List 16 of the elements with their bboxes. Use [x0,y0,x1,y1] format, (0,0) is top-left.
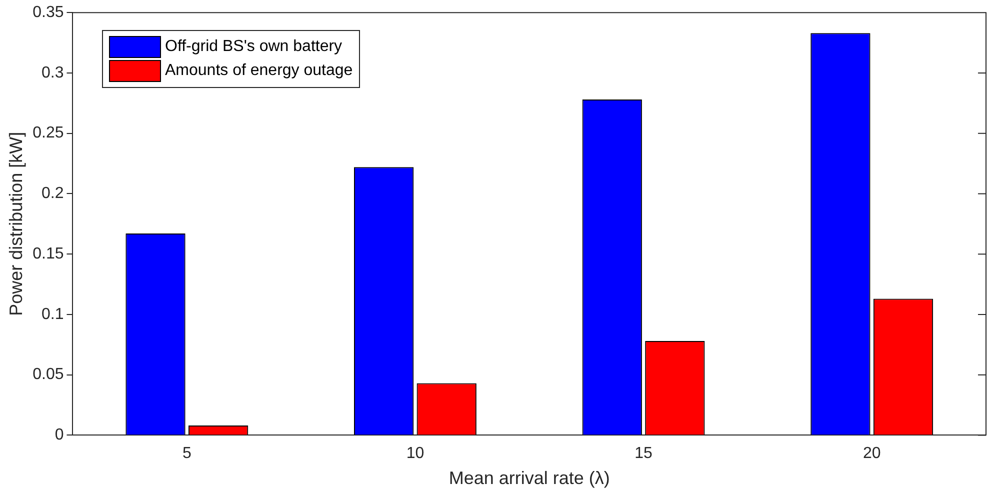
x-tick-label: 5 [182,445,192,462]
y-tick-label: 0.25 [32,124,64,142]
y-tick-label: 0.05 [32,366,64,384]
x-tick-label: 20 [862,445,881,462]
y-tick-label: 0.2 [41,185,64,202]
x-tick-label: 10 [406,445,424,462]
x-tick-label: 15 [634,445,653,462]
y-tick-label: 0.1 [41,306,64,323]
legend-label: Off-grid BS's own battery [165,38,342,56]
y-tick-label: 0.35 [32,4,64,22]
y-tick-label: 0 [54,426,64,444]
legend-label: Amounts of energy outage [165,62,353,80]
x-axis-title: Mean arrival rate (λ) [448,468,610,488]
y-axis-title: Power distribution [kW] [6,132,26,316]
y-tick-label: 0.3 [41,64,64,82]
y-tick-label: 0.15 [32,245,64,262]
